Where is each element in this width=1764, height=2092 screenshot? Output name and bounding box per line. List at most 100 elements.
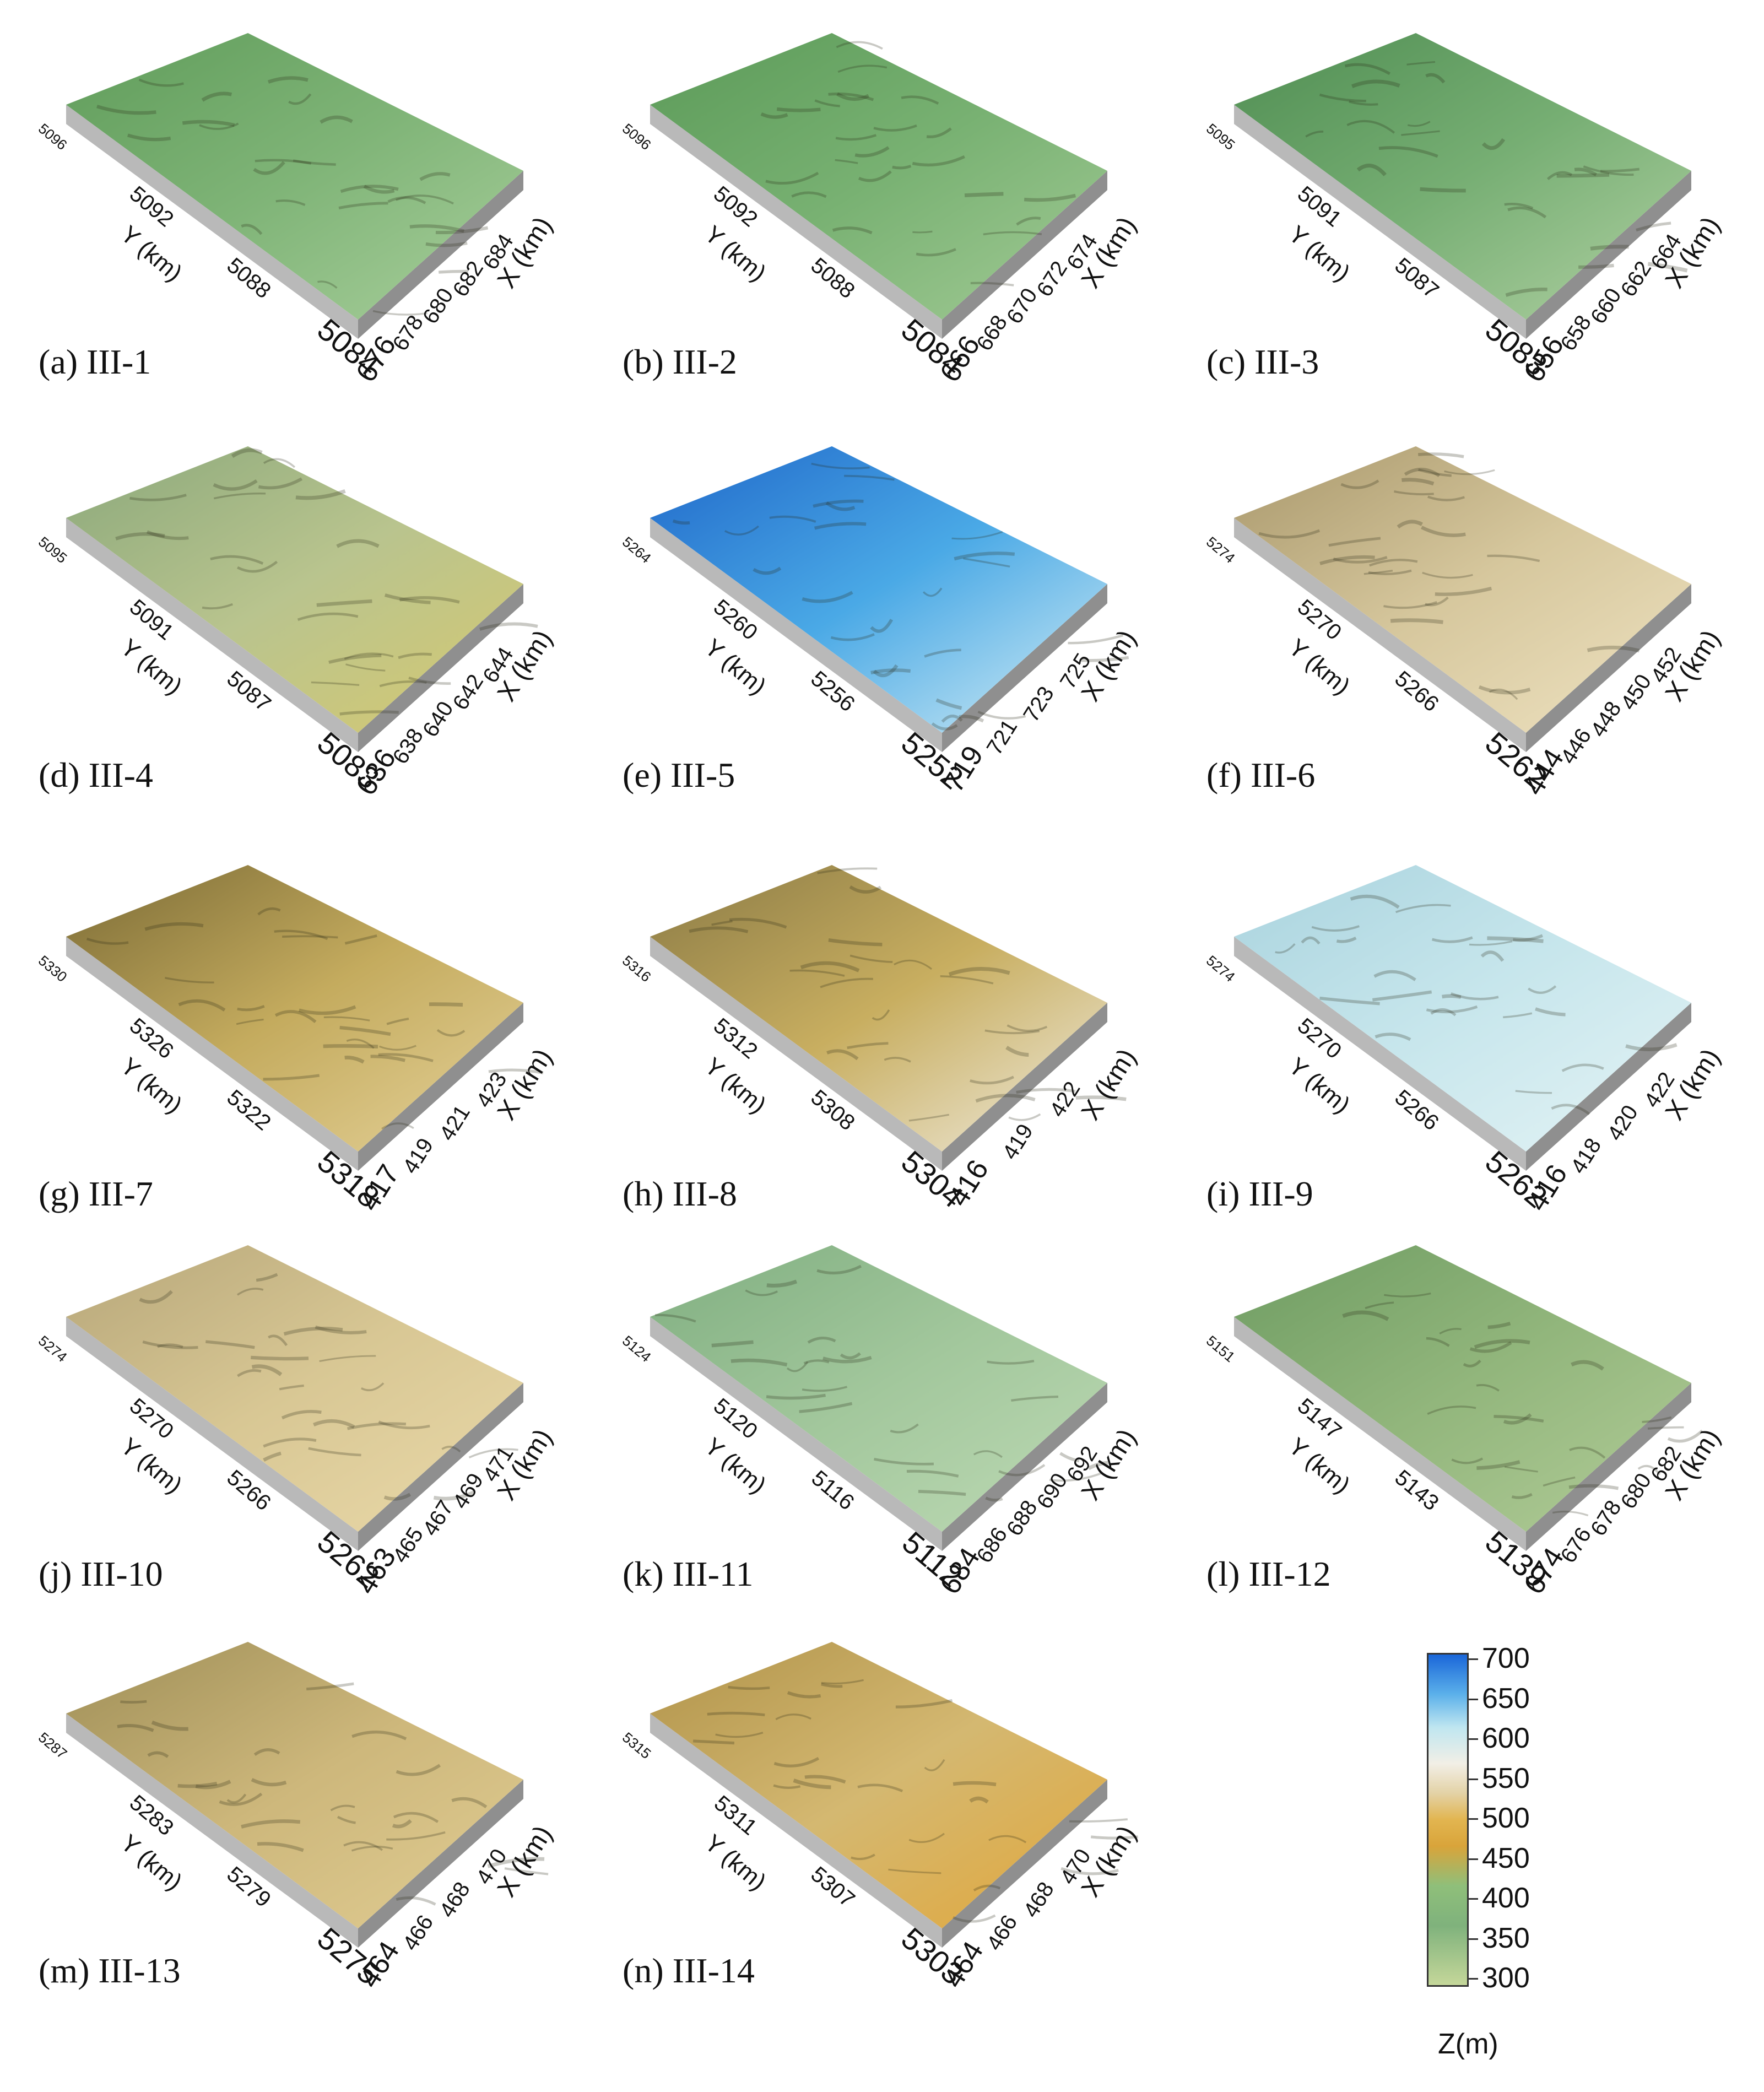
terrain-side-face [358, 1003, 523, 1171]
terrain-ridge [802, 591, 853, 603]
terrain-ridge [1258, 529, 1321, 539]
terrain-ridge [295, 489, 346, 500]
terrain-ridge [351, 1845, 393, 1852]
elevation-colorbar: 700 650 600 550 500 450 400 350 300 Z(m) [1410, 1642, 1631, 2083]
terrain-ridge [924, 1759, 945, 1771]
terrain-panel: 5316 5312 5308 5304 Y (km) 416 419 422 X (km) (h)… [600, 843, 1173, 1251]
terrain-ridge [693, 1739, 735, 1745]
terrain-ridge [1556, 173, 1610, 178]
terrain-ridge [398, 652, 432, 660]
terrain-ridge [347, 1422, 407, 1430]
terrain-ridge [1328, 537, 1381, 547]
terrain-ridge [1451, 992, 1499, 1001]
terrain-ridge [178, 999, 226, 1012]
terrain-ridge [1442, 994, 1462, 999]
terrain-ridge [1578, 263, 1614, 269]
terrain-ridge [1451, 1457, 1484, 1464]
terrain-ridge [1319, 555, 1375, 565]
terrain-ridge [393, 1812, 439, 1823]
terrain-ridge [857, 1783, 903, 1793]
terrain-ridge [765, 171, 819, 185]
colorbar-tick-label: 600 [1482, 1722, 1530, 1754]
terrain-ridge [241, 1819, 301, 1829]
terrain-ridge [1375, 1033, 1411, 1041]
y-axis-label: Y (km) [116, 634, 187, 700]
terrain-ridge [1512, 934, 1543, 942]
terrain-ridge [654, 1313, 696, 1323]
terrain-ridge [241, 224, 263, 235]
terrain-ridge [343, 1841, 383, 1851]
terrain-ridge [1489, 688, 1518, 700]
terrain-side-face [66, 105, 358, 339]
terrain-ridge [370, 1055, 405, 1062]
panel-caption: (k) III-11 [623, 1554, 754, 1593]
terrain-ridge [1476, 1384, 1500, 1392]
terrain-ridge [378, 1053, 434, 1062]
terrain-side-face [650, 518, 942, 752]
y-tick-label: 5330 [35, 952, 71, 985]
terrain-top-surface [66, 1245, 523, 1532]
x-tick-label: 418 [1566, 1134, 1606, 1178]
terrain-panel: 5274 5270 5266 5262 Y (km) 463 465 467 469 471 X (… [17, 1223, 589, 1631]
terrain-ridge [226, 1793, 247, 1804]
panel-caption: (i) III-9 [1206, 1174, 1313, 1213]
terrain-ridge [953, 1781, 997, 1786]
terrain-ridge [973, 1884, 1001, 1891]
y-tick-label: 5096 [35, 120, 71, 153]
terrain-ridge [339, 710, 399, 716]
terrain-ridge [378, 1420, 430, 1430]
terrain-ridge [337, 1815, 356, 1824]
terrain-ridge [195, 1780, 231, 1790]
terrain-ridge [1395, 904, 1451, 913]
y-tick-label: 5095 [1203, 120, 1238, 153]
terrain-ridge [257, 907, 281, 916]
x-tick-label: 723 [1019, 682, 1059, 726]
colorbar-title: Z(m) [1438, 2028, 1498, 2060]
terrain-ridge [237, 1005, 265, 1012]
terrain-ridge [139, 1290, 173, 1304]
terrain-ridge [1407, 121, 1431, 127]
terrain-ridge [479, 622, 538, 631]
terrain-ridge [983, 231, 1042, 236]
terrain-ridge [281, 1410, 322, 1420]
terrain-ridge [330, 1804, 355, 1812]
terrain-ridge [274, 929, 328, 940]
terrain-side-face [66, 1317, 358, 1551]
terrain-ridge [408, 677, 451, 685]
y-tick-label: 5316 [619, 952, 654, 985]
terrain-ridge [396, 1896, 436, 1906]
terrain-ridge [1401, 130, 1440, 136]
terrain-ridge [381, 1122, 414, 1130]
terrain-ridge [791, 191, 827, 198]
terrain-ridge [715, 1732, 764, 1738]
terrain-ridge [1340, 479, 1379, 489]
terrain-ridge [504, 1867, 549, 1875]
terrain-side-face [358, 1780, 523, 1948]
terrain-ridge [86, 937, 129, 945]
y-axis-label: Y (km) [700, 1829, 771, 1895]
terrain-ridge [769, 515, 816, 523]
terrain-ridge [1505, 288, 1547, 297]
terrain-ridge [814, 99, 840, 107]
panel-caption: (m) III-13 [39, 1951, 181, 1990]
terrain-ridge [1528, 985, 1557, 994]
terrain-ridge [251, 1355, 309, 1361]
terrain-ridge [1369, 559, 1418, 567]
y-tick-label: 5287 [35, 1729, 71, 1762]
terrain-ridge [151, 1720, 188, 1731]
terrain-side-face [650, 1317, 942, 1551]
terrain-side-face [650, 105, 942, 339]
terrain-panel: 5274 5270 5266 5262 Y (km) 444 446 448 450 452 X (… [1184, 424, 1757, 832]
terrain-ridge [392, 1819, 412, 1829]
terrain-ridge [870, 619, 894, 633]
terrain-ridge [146, 530, 189, 540]
terrain-side-face [66, 518, 358, 752]
terrain-ridge [964, 192, 1004, 197]
terrain-side-face [1234, 1317, 1526, 1551]
terrain-ridge [439, 269, 469, 274]
terrain-ridge [858, 170, 892, 182]
